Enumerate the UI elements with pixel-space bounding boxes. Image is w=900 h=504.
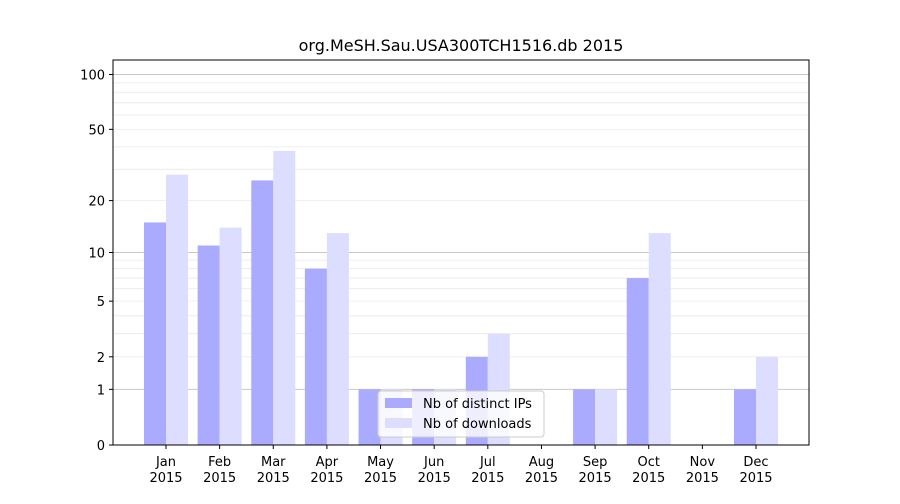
x-tick-label-month: Jul: [479, 455, 496, 470]
x-tick-label-year: 2015: [471, 471, 504, 486]
x-tick-label-year: 2015: [686, 471, 719, 486]
x-tick-label-year: 2015: [579, 471, 612, 486]
x-tick-label-month: Apr: [316, 455, 339, 470]
chart-title: org.MeSH.Sau.USA300TCH1516.db 2015: [299, 36, 624, 55]
legend: Nb of distinct IPs Nb of downloads: [377, 390, 545, 438]
bar-distinct-ips-feb: [197, 245, 220, 445]
bar-downloads-apr: [326, 233, 349, 445]
y-tick-label: 100: [80, 69, 105, 84]
x-tick-label-year: 2015: [257, 471, 290, 486]
x-tick-label-year: 2015: [632, 471, 665, 486]
x-tick-label-month: Dec: [743, 455, 768, 470]
bar-distinct-ips-sep: [573, 389, 596, 445]
x-tick-label-year: 2015: [203, 471, 236, 486]
bar-distinct-ips-apr: [304, 268, 327, 445]
x-tick-label-month: Jun: [423, 455, 444, 470]
x-tick-label-year: 2015: [525, 471, 558, 486]
y-tick-label: 1: [97, 383, 105, 398]
x-tick-label-year: 2015: [418, 471, 451, 486]
y-tick-label: 10: [88, 247, 105, 262]
bar-distinct-ips-oct: [626, 278, 649, 445]
x-axis: Jan2015Feb2015Mar2015Apr2015May2015Jun20…: [149, 445, 773, 486]
bar-distinct-ips-dec: [734, 389, 756, 445]
x-tick-label-month: Aug: [529, 455, 554, 470]
x-tick-label-month: Sep: [583, 455, 608, 470]
bar-distinct-ips-jan: [144, 222, 166, 445]
y-axis: 0 1 2 5 10 20 50 100: [80, 69, 113, 454]
x-tick-label-month: May: [367, 455, 394, 470]
x-tick-label-year: 2015: [739, 471, 772, 486]
y-tick-label: 0: [97, 439, 105, 454]
y-tick-label: 50: [88, 123, 105, 138]
bar-downloads-feb: [219, 227, 242, 445]
x-tick-label-year: 2015: [364, 471, 397, 486]
x-tick-label-year: 2015: [310, 471, 343, 486]
bar-downloads-sep: [595, 389, 618, 445]
x-tick-label-month: Oct: [637, 455, 659, 470]
bar-downloads-jan: [166, 174, 188, 446]
y-tick-label: 5: [97, 295, 105, 310]
bar-downloads-oct: [648, 233, 671, 445]
legend-label: Nb of downloads: [423, 417, 532, 432]
bar-distinct-ips-mar: [251, 180, 274, 446]
x-tick-label-month: Nov: [690, 455, 716, 470]
bar-distinct-ips-may: [358, 389, 381, 445]
y-tick-label: 20: [88, 195, 105, 210]
x-tick-label-month: Jan: [155, 455, 176, 470]
legend-label: Nb of distinct IPs: [423, 397, 532, 412]
legend-box: [377, 390, 545, 438]
x-tick-label-month: Mar: [261, 455, 286, 470]
legend-swatch: [385, 398, 412, 408]
legend-swatch: [385, 418, 412, 428]
x-tick-label-year: 2015: [149, 471, 182, 486]
bar-downloads-mar: [273, 150, 296, 445]
y-tick-label: 2: [97, 351, 105, 366]
x-tick-label-month: Feb: [208, 455, 231, 470]
bar-downloads-dec: [756, 356, 778, 445]
